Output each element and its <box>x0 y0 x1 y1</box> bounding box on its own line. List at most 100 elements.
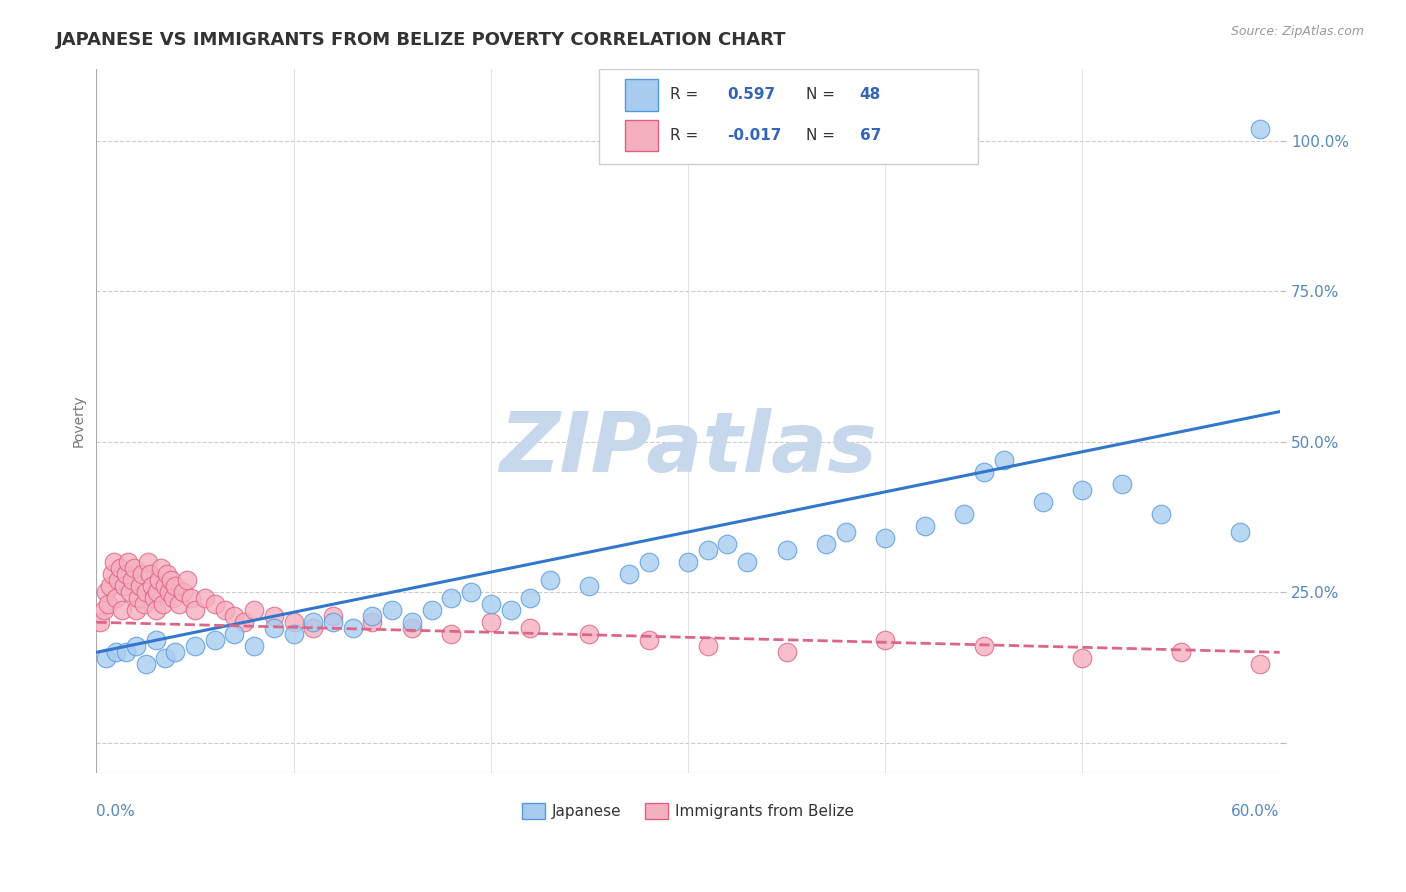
Point <box>165 645 187 659</box>
Point <box>1249 121 1271 136</box>
Point <box>578 627 600 641</box>
Point <box>440 591 463 606</box>
FancyBboxPatch shape <box>626 120 658 152</box>
Text: 60.0%: 60.0% <box>1232 805 1279 820</box>
Point <box>150 561 173 575</box>
Point <box>676 555 699 569</box>
Point <box>172 585 194 599</box>
Point <box>141 579 163 593</box>
Text: 48: 48 <box>859 87 882 103</box>
Point <box>128 579 150 593</box>
Point <box>479 615 502 630</box>
Point <box>97 597 120 611</box>
Point <box>204 633 226 648</box>
Point <box>176 573 198 587</box>
Point <box>96 651 118 665</box>
Point <box>146 585 169 599</box>
Point <box>107 573 129 587</box>
Point <box>224 627 246 641</box>
FancyBboxPatch shape <box>599 69 979 163</box>
Point <box>111 603 134 617</box>
Point <box>243 603 266 617</box>
Point <box>914 519 936 533</box>
Legend: Japanese, Immigrants from Belize: Japanese, Immigrants from Belize <box>516 797 860 825</box>
Point <box>420 603 443 617</box>
Point <box>696 640 718 654</box>
Point <box>155 579 177 593</box>
Point <box>1111 476 1133 491</box>
Point <box>157 585 180 599</box>
Point <box>103 555 125 569</box>
Point <box>131 567 153 582</box>
Point <box>160 573 183 587</box>
Point <box>184 603 207 617</box>
FancyBboxPatch shape <box>626 79 658 111</box>
Point <box>224 609 246 624</box>
Text: R =: R = <box>671 128 703 143</box>
Y-axis label: Poverty: Poverty <box>72 394 86 447</box>
Point <box>1229 524 1251 539</box>
Point <box>138 567 160 582</box>
Point <box>538 573 561 587</box>
Point <box>145 603 167 617</box>
Point <box>145 633 167 648</box>
Point <box>148 573 170 587</box>
Point <box>815 537 838 551</box>
Point <box>180 591 202 606</box>
Point <box>121 573 143 587</box>
Point <box>98 579 121 593</box>
Point <box>283 627 305 641</box>
Point <box>136 555 159 569</box>
Text: ZIPatlas: ZIPatlas <box>499 409 877 490</box>
Point <box>735 555 758 569</box>
Text: 0.0%: 0.0% <box>97 805 135 820</box>
Text: JAPANESE VS IMMIGRANTS FROM BELIZE POVERTY CORRELATION CHART: JAPANESE VS IMMIGRANTS FROM BELIZE POVER… <box>56 31 787 49</box>
Point <box>381 603 404 617</box>
Point <box>322 615 344 630</box>
Text: R =: R = <box>671 87 703 103</box>
Point <box>243 640 266 654</box>
Point <box>93 603 115 617</box>
Point <box>118 585 141 599</box>
Point <box>127 591 149 606</box>
Text: Source: ZipAtlas.com: Source: ZipAtlas.com <box>1230 25 1364 38</box>
Point <box>342 621 364 635</box>
Point <box>167 597 190 611</box>
Point <box>194 591 217 606</box>
Text: 67: 67 <box>859 128 882 143</box>
Point <box>115 645 138 659</box>
Point <box>499 603 522 617</box>
Text: -0.017: -0.017 <box>727 128 782 143</box>
Point <box>204 597 226 611</box>
Point <box>973 640 995 654</box>
Point <box>135 657 157 672</box>
Point <box>89 615 111 630</box>
Point <box>637 633 659 648</box>
Text: N =: N = <box>807 87 841 103</box>
Point <box>401 615 423 630</box>
Point <box>302 621 325 635</box>
Point <box>973 465 995 479</box>
Text: 0.597: 0.597 <box>727 87 775 103</box>
Point <box>125 603 148 617</box>
Point <box>953 507 976 521</box>
Point <box>1170 645 1192 659</box>
Point <box>263 621 285 635</box>
Point <box>835 524 858 539</box>
Point <box>519 621 541 635</box>
Point <box>117 555 139 569</box>
Point <box>1071 651 1094 665</box>
Point <box>152 597 174 611</box>
Point <box>617 567 640 582</box>
Point <box>716 537 738 551</box>
Point <box>1071 483 1094 497</box>
Point <box>696 543 718 558</box>
Text: N =: N = <box>807 128 841 143</box>
Point <box>775 645 797 659</box>
Point <box>775 543 797 558</box>
Point <box>108 561 131 575</box>
Point <box>105 645 128 659</box>
Point <box>637 555 659 569</box>
Point <box>578 579 600 593</box>
Point <box>96 585 118 599</box>
